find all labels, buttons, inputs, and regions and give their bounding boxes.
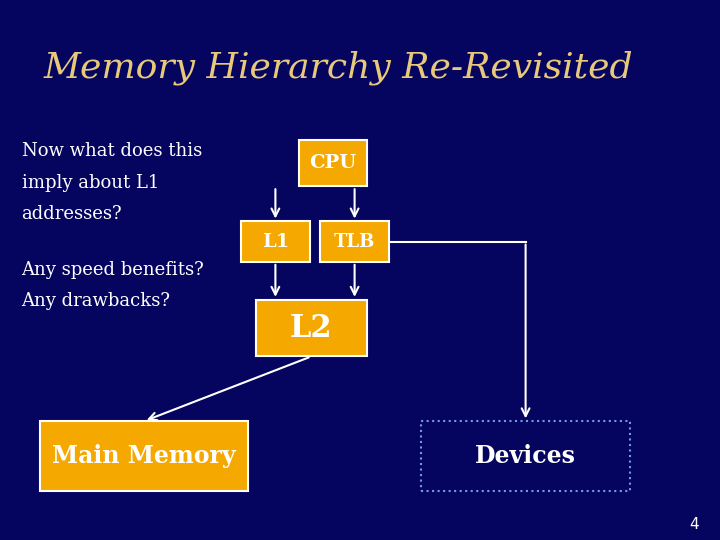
FancyBboxPatch shape — [40, 421, 248, 491]
Text: Main Memory: Main Memory — [52, 444, 236, 468]
FancyBboxPatch shape — [320, 221, 389, 262]
Text: Devices: Devices — [475, 444, 576, 468]
Text: 4: 4 — [689, 517, 698, 532]
Text: CPU: CPU — [310, 154, 356, 172]
Text: Any drawbacks?: Any drawbacks? — [22, 292, 171, 310]
Text: addresses?: addresses? — [22, 205, 122, 223]
Text: imply about L1: imply about L1 — [22, 173, 159, 192]
FancyBboxPatch shape — [256, 300, 367, 356]
Text: TLB: TLB — [334, 233, 375, 251]
Text: L1: L1 — [261, 233, 289, 251]
Text: L2: L2 — [290, 313, 333, 343]
FancyBboxPatch shape — [421, 421, 630, 491]
Text: Any speed benefits?: Any speed benefits? — [22, 261, 204, 279]
Text: Memory Hierarchy Re-Revisited: Memory Hierarchy Re-Revisited — [43, 50, 633, 85]
Text: Now what does this: Now what does this — [22, 142, 202, 160]
FancyBboxPatch shape — [299, 140, 367, 186]
FancyBboxPatch shape — [241, 221, 310, 262]
